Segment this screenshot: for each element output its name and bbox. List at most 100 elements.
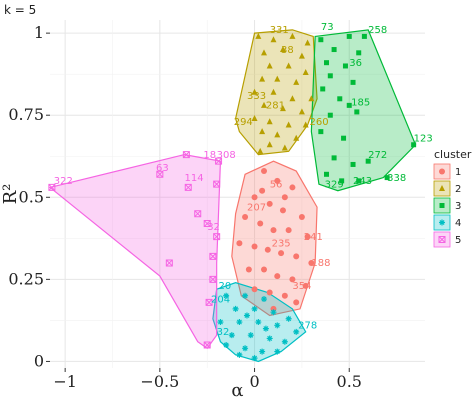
cluster-3-point [365,158,371,164]
legend-label-3: 3 [455,201,461,212]
legend-marker-2 [439,185,445,191]
cluster-3-point [354,109,360,115]
cluster-3-point [320,86,326,92]
cluster-5-point [213,233,221,241]
cluster-3-point [324,60,330,66]
cluster-2-point [257,147,264,154]
cluster-2-point-label: 331 [270,25,289,36]
cluster-1-point [261,168,268,175]
cluster-2-point [298,52,305,59]
y-tick-label: 1 [34,23,44,42]
cluster-4-point [266,335,273,342]
cluster-4-point [281,338,288,345]
cluster-5-point [165,259,173,267]
cluster-2-point [259,75,266,82]
cluster-1-point [289,276,296,283]
cluster-3-point-label: 329 [325,179,344,190]
cluster-1-point [293,299,300,306]
cluster-5-point [182,151,190,159]
cluster-2-point [304,39,311,46]
cluster-4-point [261,296,268,303]
legend-label-5: 5 [455,235,461,246]
cluster-2-point [289,32,296,39]
cluster-1-point [308,259,315,266]
cluster-2-point [255,32,262,39]
cluster-1-point [302,282,309,289]
cluster-2-point [289,95,296,102]
cluster-3-point [356,50,362,56]
cluster-3-point [411,142,417,148]
legend-marker-3 [439,203,445,208]
cluster-2-point [261,49,268,56]
cluster-2-point [270,36,277,43]
cluster-4-point [274,322,281,329]
cluster-3-point [350,79,356,85]
cluster-3-point [346,102,352,108]
cluster-1-point [279,207,286,214]
cluster-1-point [251,286,258,293]
cluster-2-point [270,88,277,95]
cluster-3-point [361,33,367,39]
cluster-1-point [274,177,281,184]
cluster-1-point [278,250,285,257]
cluster-2-point [285,62,292,69]
cluster-hulls [48,29,417,363]
y-tick-label: 0.25 [8,269,44,288]
cluster-2-point [261,101,268,108]
cluster-1-point [242,213,249,220]
cluster-4-point-label: 20 [219,281,232,292]
cluster-2-point [251,88,258,95]
cluster-3-point-label: 123 [414,133,433,144]
cluster-4-point [251,305,258,312]
cluster-3-point [350,161,356,167]
y-axis-title: R² [0,184,21,205]
cluster-2-point [279,105,286,112]
cluster-1-point [281,194,288,201]
cluster-1-point-label: 56 [270,179,283,190]
cluster-2-hull [234,29,318,156]
cluster-4-point [262,325,269,332]
cluster-1-point [270,227,277,234]
cluster-3-point-label: 185 [351,97,370,108]
cluster-1-point [293,253,300,260]
cluster-1-point [251,194,258,201]
cluster-4-point [270,309,277,316]
cluster-4-point [255,319,262,326]
cluster-5-point [194,210,202,218]
cluster-4-point [293,328,300,335]
cluster-2-point [302,69,309,76]
y-tick-label: 0 [34,351,44,370]
cluster-2-point [274,75,281,82]
cluster-5-point-label: 114 [184,173,203,184]
cluster-1-point [285,227,292,234]
cluster-5-point-label: 322 [54,176,73,187]
cluster-2-point [302,121,309,128]
cluster-5-hull [48,153,222,350]
cluster-3-point [318,37,324,43]
cluster-3-point [341,135,347,141]
cluster-2-point [266,118,273,125]
x-tick-label: 0 [249,372,259,391]
cluster-3-hull [310,29,417,192]
cluster-5-point-label: 32 [207,222,220,233]
cluster-4-point-label: 278 [298,321,317,332]
cluster-5-point [203,341,211,349]
cluster-3-point-label: 272 [368,150,387,161]
cluster-3-point [327,73,333,79]
cluster-3-point [324,171,330,177]
cluster-3-point [337,96,343,102]
cluster-5-point-label: 63 [156,163,169,174]
cluster-3-point [342,63,348,69]
cluster-5-point [203,220,211,228]
cluster-1-point [289,184,296,191]
cluster-2-point [308,95,315,102]
cluster-4-point [242,345,249,352]
cluster-2-point-label: 294 [234,117,253,128]
legend-marker-4 [439,219,445,226]
chart-subtitle: k = 5 [4,3,36,17]
x-axis-ticks: −1 −0.5 0 0.5 [53,368,362,391]
cluster-1-point [304,233,311,240]
y-tick-label: 0.5 [19,187,44,206]
cluster-3-point-label: 36 [349,58,362,69]
